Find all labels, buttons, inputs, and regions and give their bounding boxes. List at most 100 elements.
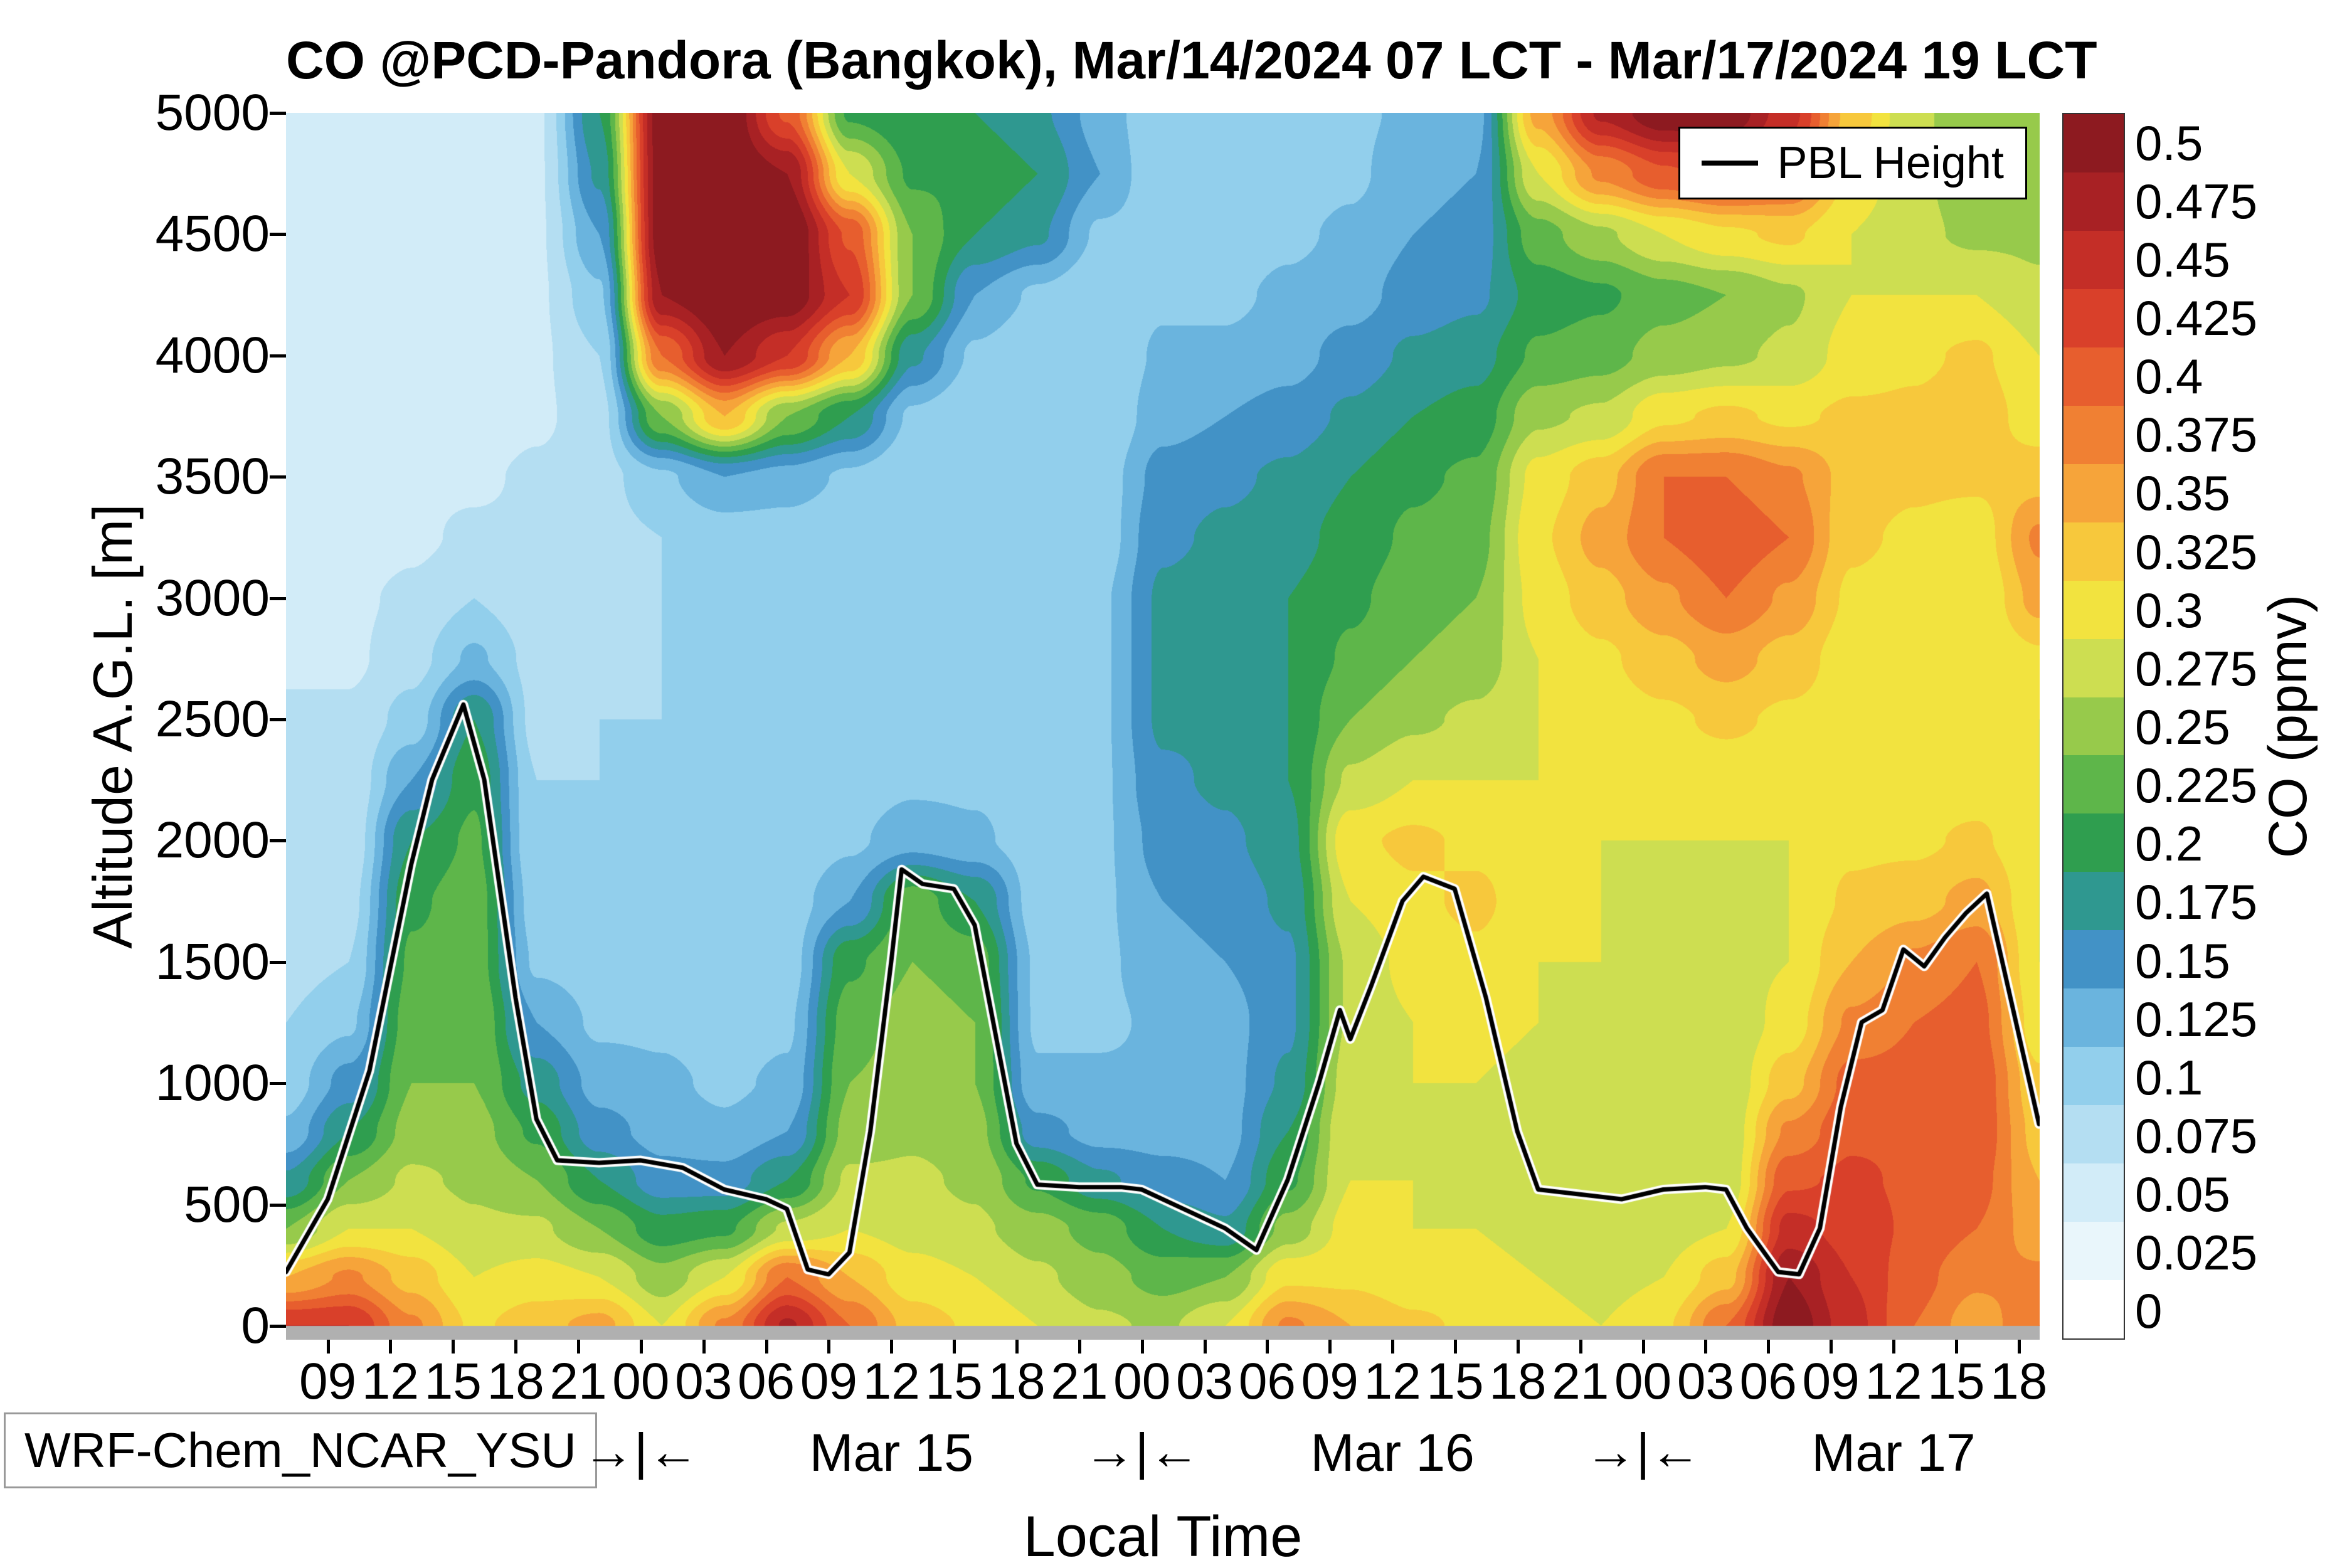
y-tick-label: 2000 <box>155 812 270 869</box>
x-tick-mark <box>890 1340 894 1353</box>
x-tick-label: 15 <box>424 1353 482 1410</box>
colorbar-tick-label: 0.35 <box>2135 465 2230 521</box>
x-tick-mark <box>1516 1340 1520 1353</box>
y-tick-mark <box>270 960 286 964</box>
date-label: Mar 17 <box>1811 1423 1976 1482</box>
x-tick-mark <box>1954 1340 1958 1353</box>
x-tick-label: 00 <box>1614 1353 1672 1410</box>
colorbar-tick-label: 0.1 <box>2135 1049 2203 1105</box>
colorbar-band <box>2063 755 2124 814</box>
y-tick-label: 1000 <box>155 1054 270 1112</box>
colorbar-band <box>2063 172 2124 231</box>
x-tick-mark <box>1830 1340 1833 1353</box>
colorbar-band <box>2063 464 2124 522</box>
colorbar-tick-label: 0.3 <box>2135 582 2203 638</box>
y-tick-mark <box>270 596 286 600</box>
colorbar-tick-label: 0.275 <box>2135 640 2258 696</box>
x-tick-mark <box>702 1340 706 1353</box>
colorbar-band <box>2063 872 2124 931</box>
x-tick-label: 00 <box>1113 1353 1171 1410</box>
y-tick-mark <box>270 839 286 843</box>
x-tick-mark <box>1266 1340 1269 1353</box>
x-tick-label: 21 <box>549 1353 607 1410</box>
colorbar-band <box>2063 1047 2124 1106</box>
y-tick-label: 2500 <box>155 691 270 748</box>
x-tick-mark <box>514 1340 518 1353</box>
colorbar-band <box>2063 580 2124 639</box>
colorbar-band <box>2063 114 2124 172</box>
x-tick-mark <box>1579 1340 1582 1353</box>
x-tick-label: 18 <box>487 1353 544 1410</box>
colorbar-band <box>2063 813 2124 872</box>
colorbar-tick-label: 0.05 <box>2135 1167 2230 1222</box>
x-tick-mark <box>1641 1340 1645 1353</box>
x-axis-title: Local Time <box>1023 1505 1303 1568</box>
day-separator-marker: →|← <box>1084 1423 1200 1480</box>
x-tick-mark <box>2017 1340 2021 1353</box>
colorbar-tick-label: 0.475 <box>2135 173 2258 229</box>
x-tick-label: 21 <box>1552 1353 1609 1410</box>
x-tick-mark <box>1767 1340 1771 1353</box>
x-tick-label: 15 <box>925 1353 983 1410</box>
x-tick-label: 15 <box>1927 1353 1985 1410</box>
colorbar-band <box>2063 1105 2124 1164</box>
colorbar-tick-label: 0 <box>2135 1283 2163 1339</box>
x-tick-label: 12 <box>1364 1353 1421 1410</box>
x-tick-mark <box>326 1340 330 1353</box>
x-tick-mark <box>1015 1340 1019 1353</box>
co-heatmap-canvas <box>286 113 2040 1340</box>
date-label: Mar 15 <box>809 1423 973 1482</box>
x-tick-mark <box>827 1340 831 1353</box>
colorbar-band <box>2063 1222 2124 1281</box>
y-tick-mark <box>270 1203 286 1207</box>
date-label: Mar 16 <box>1310 1423 1475 1482</box>
colorbar-band <box>2063 930 2124 989</box>
x-tick-mark <box>1140 1340 1144 1353</box>
pbl-legend-label: PBL Height <box>1777 138 2004 188</box>
x-tick-mark <box>765 1340 768 1353</box>
x-tick-label: 12 <box>862 1353 920 1410</box>
x-tick-label: 18 <box>988 1353 1046 1410</box>
x-tick-mark <box>953 1340 956 1353</box>
colorbar-tick-label: 0.5 <box>2135 115 2203 171</box>
colorbar-tick-label: 0.4 <box>2135 349 2203 405</box>
x-tick-label: 06 <box>1739 1353 1797 1410</box>
x-tick-mark <box>452 1340 455 1353</box>
x-tick-mark <box>1454 1340 1457 1353</box>
colorbar-band <box>2063 405 2124 464</box>
x-tick-label: 03 <box>1175 1353 1234 1410</box>
y-tick-mark <box>270 233 286 236</box>
y-tick-label: 4500 <box>155 205 270 263</box>
x-tick-label: 09 <box>1802 1353 1860 1410</box>
x-tick-mark <box>1328 1340 1332 1353</box>
colorbar-tick-label: 0.225 <box>2135 758 2258 813</box>
day-separator-marker: →|← <box>1584 1423 1702 1480</box>
model-label-box: WRF-Chem_NCAR_YSU <box>4 1412 597 1488</box>
plot-area: PBL Height <box>286 113 2040 1340</box>
x-tick-mark <box>1203 1340 1207 1353</box>
colorbar-tick-label: 0.325 <box>2135 524 2258 580</box>
colorbar-band <box>2063 522 2124 581</box>
day-separator-marker: →|← <box>583 1423 699 1480</box>
x-tick-label: 18 <box>1489 1353 1547 1410</box>
x-tick-mark <box>639 1340 643 1353</box>
colorbar-tick-label: 0.375 <box>2135 407 2258 463</box>
x-tick-mark <box>577 1340 580 1353</box>
colorbar-band <box>2063 638 2124 697</box>
y-tick-mark <box>270 112 286 115</box>
colorbar-tick-label: 0.125 <box>2135 991 2258 1047</box>
x-tick-mark <box>1704 1340 1708 1353</box>
colorbar-band <box>2063 289 2124 347</box>
y-tick-mark <box>270 1325 286 1328</box>
model-label: WRF-Chem_NCAR_YSU <box>24 1422 576 1478</box>
colorbar-band <box>2063 230 2124 289</box>
y-tick-mark <box>270 475 286 479</box>
x-tick-label: 03 <box>675 1353 733 1410</box>
x-tick-label: 09 <box>1301 1353 1359 1410</box>
x-tick-mark <box>1892 1340 1895 1353</box>
colorbar-band <box>2063 1280 2124 1339</box>
colorbar-band <box>2063 1163 2124 1222</box>
colorbar-tick-label: 0.45 <box>2135 231 2230 287</box>
x-tick-label: 21 <box>1051 1353 1108 1410</box>
colorbar-tick-label: 0.425 <box>2135 290 2258 346</box>
